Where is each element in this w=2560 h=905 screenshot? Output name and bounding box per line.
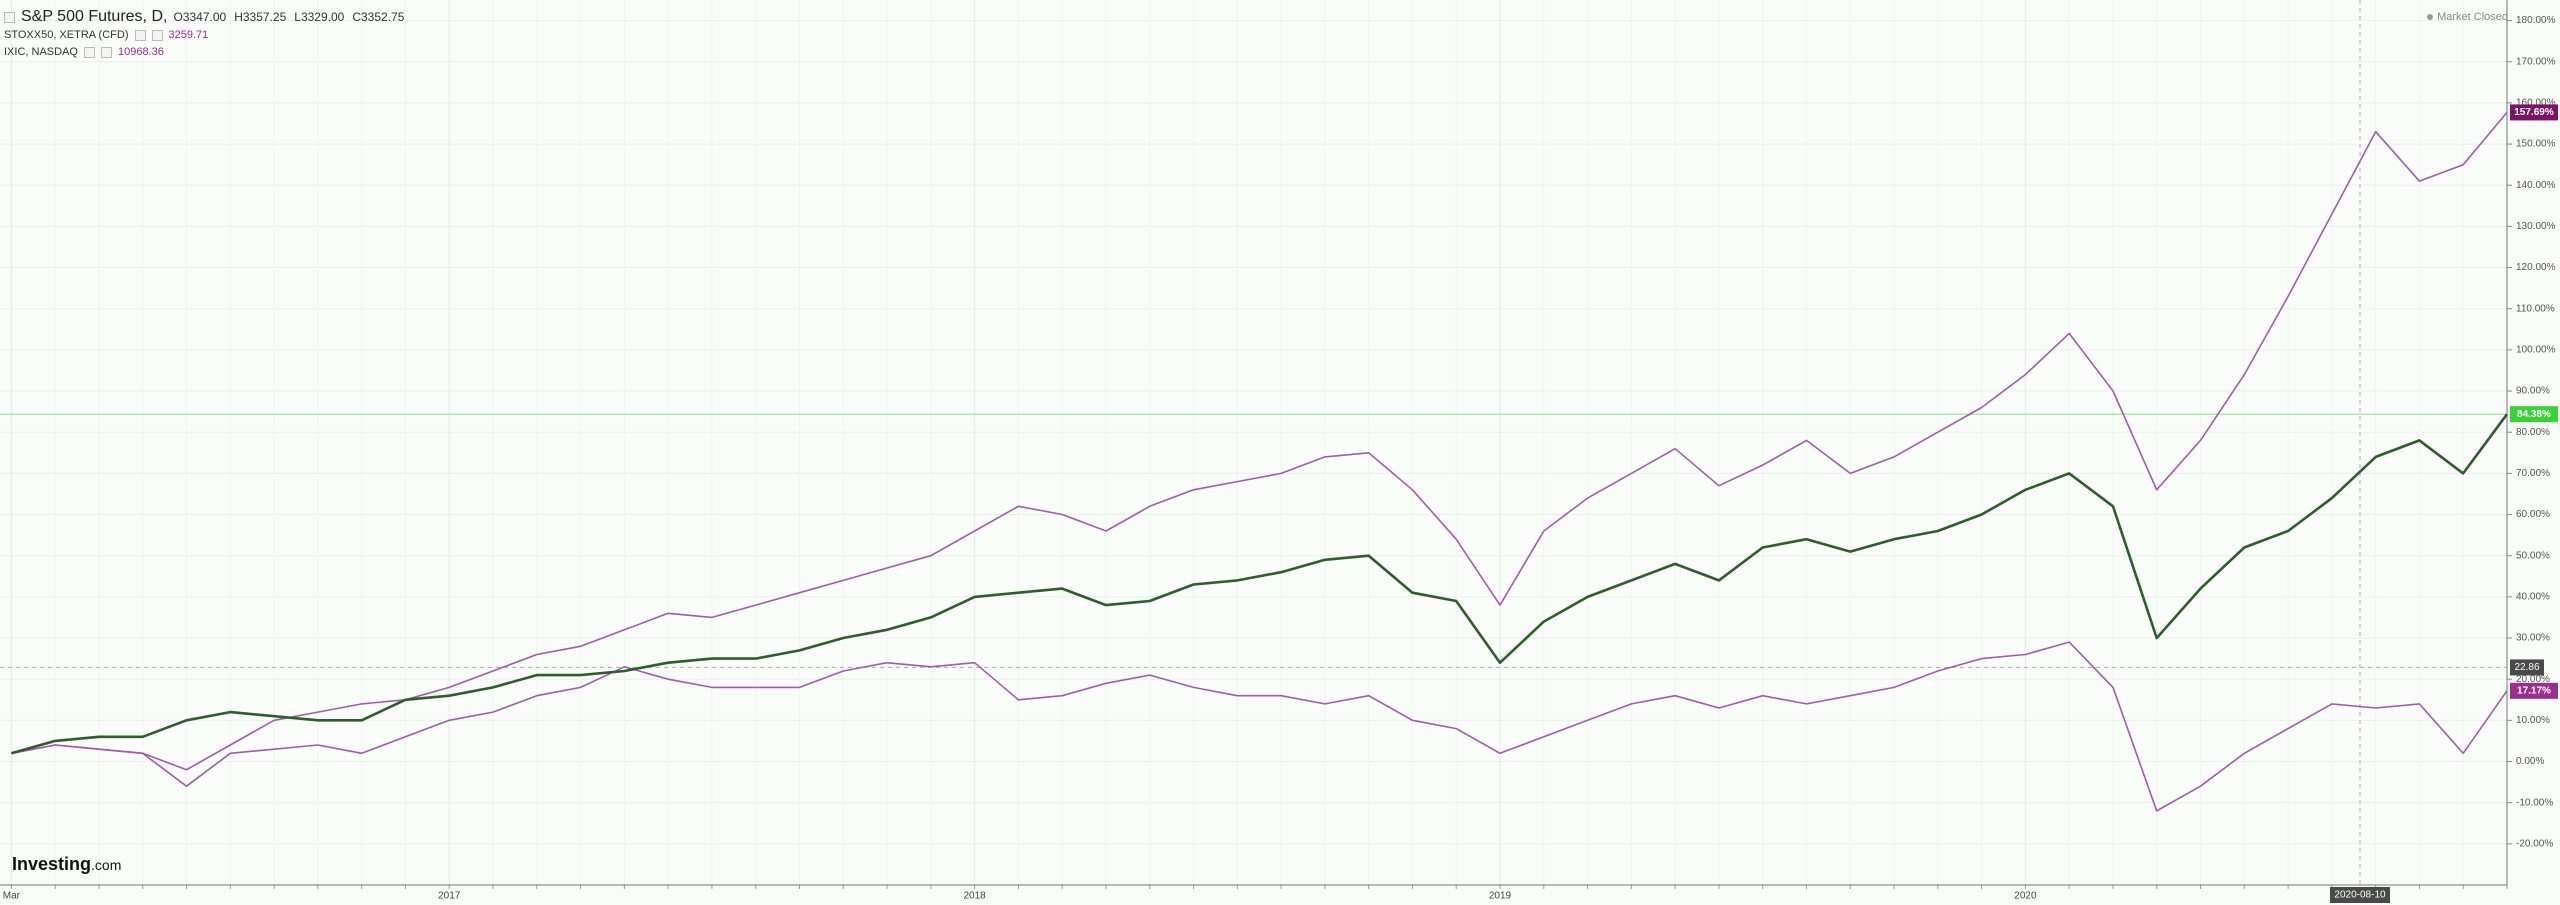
y-tick-label: 40.00% bbox=[2516, 592, 2550, 603]
x-tick-label: 2018 bbox=[963, 891, 986, 902]
legend-quote: 3259.71 bbox=[168, 29, 209, 41]
y-tick-label: 10.00% bbox=[2516, 715, 2550, 726]
x-tick-label: 2017 bbox=[438, 891, 461, 902]
legend-row: IXIC, NASDAQ 10968.36 bbox=[4, 46, 164, 58]
end-tag: 17.17% bbox=[2510, 682, 2558, 699]
ohlc: O3347.00 H3357.25 L3329.00 C3352.75 bbox=[173, 10, 412, 24]
legend-name: S&P 500 Futures, D, bbox=[21, 8, 168, 25]
crosshair-y-box bbox=[2510, 659, 2544, 676]
ohlc-value: 3329.00 bbox=[300, 10, 345, 24]
y-tick-label: 110.00% bbox=[2516, 303, 2555, 314]
y-tick-label: 100.00% bbox=[2516, 345, 2556, 356]
end-tag-label: 157.69% bbox=[2514, 107, 2554, 118]
end-tag: 157.69% bbox=[2510, 104, 2558, 121]
series-line bbox=[11, 111, 2508, 771]
legend-name: STOXX50, XETRA (CFD) bbox=[4, 29, 129, 41]
crosshair-x-box bbox=[2330, 887, 2390, 903]
ohlc-item: L3329.00 bbox=[294, 10, 344, 24]
series-line bbox=[11, 413, 2509, 755]
market-status: Market Closed bbox=[2427, 11, 2508, 23]
brand-logo: Investing.com bbox=[12, 854, 121, 875]
legend-icon bbox=[100, 46, 112, 58]
legend-icon bbox=[151, 29, 163, 41]
y-tick-label: 20.00% bbox=[2516, 674, 2550, 685]
ohlc-value: 3347.00 bbox=[182, 10, 227, 24]
ohlc-item: O3347.00 bbox=[173, 10, 226, 24]
end-tag-box bbox=[2510, 406, 2558, 423]
y-tick-label: 60.00% bbox=[2516, 509, 2550, 520]
y-tick-label: 170.00% bbox=[2516, 56, 2556, 67]
y-tick-label: 150.00% bbox=[2516, 139, 2556, 150]
legend-name: IXIC, NASDAQ bbox=[4, 46, 78, 58]
status-text: Market Closed bbox=[2437, 11, 2508, 23]
plot-area bbox=[0, 0, 2507, 885]
y-tick-label: 0.00% bbox=[2516, 756, 2544, 767]
y-tick-label: -10.00% bbox=[2516, 797, 2553, 808]
y-tick-label: 90.00% bbox=[2516, 386, 2550, 397]
legend-icon bbox=[83, 46, 95, 58]
ohlc-item: C3352.75 bbox=[352, 10, 404, 24]
end-tag: 84.38% bbox=[2510, 406, 2558, 423]
y-tick-label: 130.00% bbox=[2516, 221, 2556, 232]
series-line bbox=[11, 641, 2508, 812]
y-tick-label: 180.00% bbox=[2516, 15, 2556, 26]
x-tick-label: 2019 bbox=[1489, 891, 1512, 902]
legend-quote: 10968.36 bbox=[117, 46, 164, 58]
end-tag-label: 84.38% bbox=[2517, 409, 2551, 420]
y-tick-label: 70.00% bbox=[2516, 468, 2550, 479]
status-dot bbox=[2427, 14, 2434, 20]
crosshair-x-label: 2020-08-10 bbox=[2334, 890, 2386, 901]
legend-icon bbox=[4, 11, 15, 23]
y-tick-label: 120.00% bbox=[2516, 262, 2556, 273]
end-tag-label: 17.17% bbox=[2517, 685, 2551, 696]
crosshair-y-label: 22.86 bbox=[2514, 662, 2539, 673]
legend-row: STOXX50, XETRA (CFD) 3259.71 bbox=[4, 29, 208, 41]
ohlc-value: 3357.25 bbox=[242, 10, 287, 24]
y-tick-label: 30.00% bbox=[2516, 633, 2550, 644]
brand-suffix: .com bbox=[91, 857, 122, 873]
x-tick-label: Mar bbox=[3, 891, 21, 902]
end-tag-box bbox=[2510, 682, 2558, 699]
y-tick-label: 160.00% bbox=[2516, 98, 2556, 109]
ohlc-value: 3352.75 bbox=[361, 10, 405, 24]
ohlc-label: H bbox=[234, 10, 243, 24]
end-tag-box bbox=[2510, 104, 2558, 121]
ohlc-item: H3357.25 bbox=[234, 10, 286, 24]
main-legend: S&P 500 Futures, D, O3347.00 H3357.25 L332… bbox=[4, 8, 412, 26]
ohlc-label: C bbox=[352, 10, 361, 24]
y-tick-label: -20.00% bbox=[2516, 838, 2553, 849]
legend-icon bbox=[134, 29, 146, 41]
y-tick-label: 50.00% bbox=[2516, 550, 2550, 561]
y-tick-label: 140.00% bbox=[2516, 180, 2556, 191]
y-tick-label: 80.00% bbox=[2516, 427, 2550, 438]
ohlc-label: O bbox=[173, 10, 183, 24]
brand-name: Investing bbox=[12, 854, 92, 874]
x-tick-label: 2020 bbox=[2014, 891, 2037, 902]
ohlc-label: L bbox=[294, 10, 301, 24]
